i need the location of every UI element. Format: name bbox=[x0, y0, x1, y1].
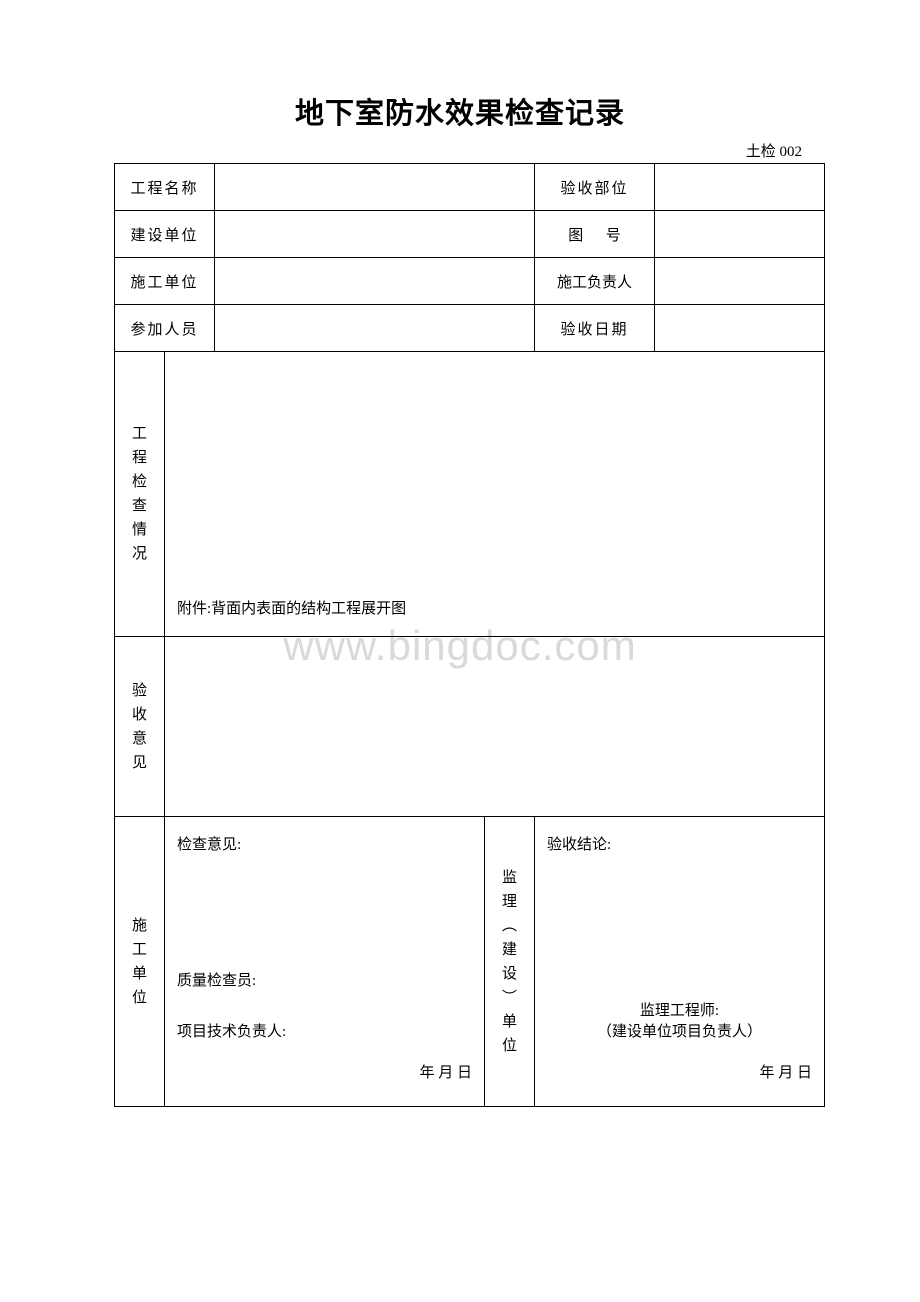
label-project-name: 工程名称 bbox=[115, 164, 215, 211]
label-construction-unit-section: 施工单位 bbox=[115, 817, 165, 1107]
label-check-opinion: 检查意见: bbox=[177, 833, 472, 854]
table-row: 工程名称 验收部位 bbox=[115, 164, 825, 211]
table-row: 参加人员 验收日期 bbox=[115, 305, 825, 352]
field-construction-signature: 检查意见: 质量检查员: 项目技术负责人: 年 月 日 bbox=[165, 817, 485, 1107]
table-row: 施工单位 检查意见: 质量检查员: 项目技术负责人: 年 月 日 监理︵建设︶单… bbox=[115, 817, 825, 1107]
table-row: 施工单位 施工负责人 bbox=[115, 258, 825, 305]
label-drawing-no: 图 号 bbox=[535, 211, 655, 258]
label-construction-lead: 施工负责人 bbox=[535, 258, 655, 305]
field-construction-lead bbox=[655, 258, 825, 305]
field-participants bbox=[215, 305, 535, 352]
label-supervision-unit-section: 监理︵建设︶单位 bbox=[485, 817, 535, 1107]
label-drawing-char1: 图 bbox=[568, 228, 583, 244]
field-project-name bbox=[215, 164, 535, 211]
label-construction-unit: 施工单位 bbox=[115, 258, 215, 305]
label-drawing-char2: 号 bbox=[606, 228, 621, 244]
field-inspection-status: 附件:背面内表面的结构工程展开图 bbox=[165, 352, 825, 637]
field-acceptance-part bbox=[655, 164, 825, 211]
table-row: 工程检查情况 附件:背面内表面的结构工程展开图 bbox=[115, 352, 825, 637]
label-tech-lead: 项目技术负责人: bbox=[177, 1020, 472, 1041]
label-participants: 参加人员 bbox=[115, 305, 215, 352]
field-drawing-no bbox=[655, 211, 825, 258]
form-code: 土检 002 bbox=[114, 140, 806, 161]
label-acceptance-opinion: 验收意见 bbox=[115, 637, 165, 817]
label-owner-lead: （建设单位项目负责人） bbox=[547, 1020, 812, 1041]
label-inspection-status: 工程检查情况 bbox=[115, 352, 165, 637]
table-row: 建设单位 图 号 bbox=[115, 211, 825, 258]
supervision-date: 年 月 日 bbox=[547, 1061, 812, 1082]
construction-date: 年 月 日 bbox=[177, 1061, 472, 1082]
label-supervision-engineer: 监理工程师: bbox=[547, 999, 812, 1020]
table-row: 验收意见 bbox=[115, 637, 825, 817]
label-acceptance-date: 验收日期 bbox=[535, 305, 655, 352]
field-build-unit bbox=[215, 211, 535, 258]
field-acceptance-opinion bbox=[165, 637, 825, 817]
field-construction-unit bbox=[215, 258, 535, 305]
page-title: 地下室防水效果检查记录 bbox=[114, 90, 806, 132]
field-acceptance-date bbox=[655, 305, 825, 352]
inspection-form-table: 工程名称 验收部位 建设单位 图 号 施工单位 施工负责人 参加人员 验收日期 bbox=[114, 163, 825, 1107]
label-build-unit: 建设单位 bbox=[115, 211, 215, 258]
label-acceptance-conclusion: 验收结论: bbox=[547, 833, 812, 854]
label-quality-inspector: 质量检查员: bbox=[177, 969, 472, 990]
attachment-note: 附件:背面内表面的结构工程展开图 bbox=[177, 597, 812, 618]
label-acceptance-part: 验收部位 bbox=[535, 164, 655, 211]
field-supervision-signature: 验收结论: 监理工程师: （建设单位项目负责人） 年 月 日 bbox=[535, 817, 825, 1107]
